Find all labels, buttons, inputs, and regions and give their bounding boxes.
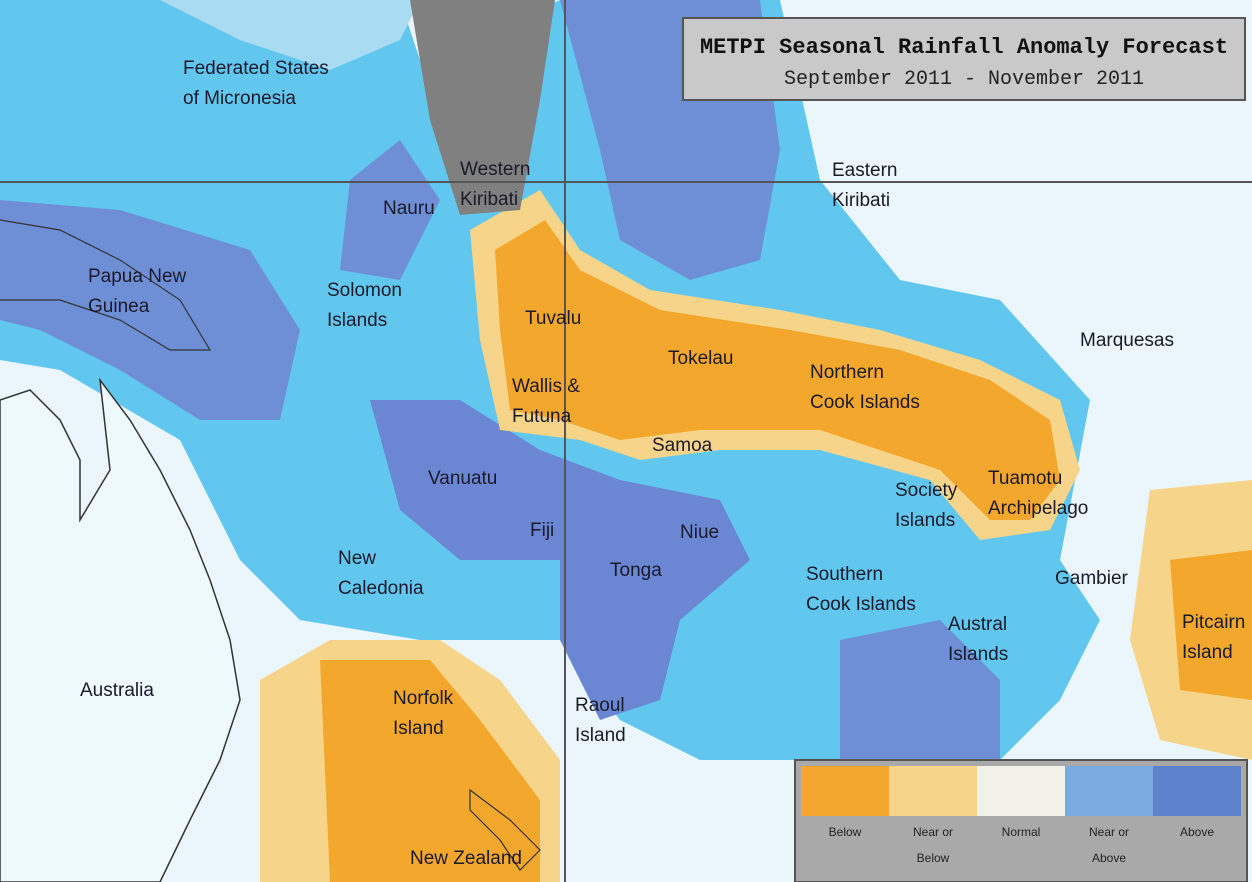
place-label: Tuvalu [525,308,581,329]
legend-label: Normal [1002,825,1041,839]
masked-area [410,0,555,215]
place-label: Vanuatu [428,468,497,489]
place-label: Norfolk [393,688,454,709]
place-label: Marquesas [1080,330,1174,351]
place-label: Society [895,480,958,501]
place-label: Wallis & [512,376,580,397]
place-label: Tuamotu [988,468,1062,489]
place-label: Pitcairn [1182,612,1245,633]
below-zone [495,220,1060,520]
place-label: Western [460,159,530,180]
place-label: Kiribati [460,189,518,210]
below-zone [320,660,540,882]
legend-swatch [977,766,1065,816]
png-coast [0,219,212,351]
place-label: Solomon [327,280,402,301]
above-zone [840,620,1000,760]
place-label: Papua New [88,266,187,287]
above-zone [0,200,300,420]
legend-label: Above [1180,825,1214,839]
legend-swatch [1065,766,1153,816]
place-label: Cook Islands [810,392,920,413]
map-subtitle: September 2011 - November 2011 [784,68,1144,91]
place-label: New [338,548,376,569]
legend-label: Below [829,825,862,839]
place-labels: Federated States of Micronesia Nauru Wester… [80,58,1245,869]
place-label: Austral [948,614,1007,635]
legend-swatch [1153,766,1241,816]
place-label: Niue [680,522,719,543]
place-label: Nauru [383,198,435,219]
place-label: New Zealand [410,848,522,869]
place-label: Tonga [610,560,662,581]
place-label: Islands [895,510,955,531]
place-label: Northern [810,362,884,383]
place-label: Samoa [652,435,713,456]
place-label: Fiji [530,520,554,541]
legend-label: Below [917,851,950,865]
place-label: Australia [80,680,154,701]
place-label: Federated States [183,58,329,79]
place-label: Gambier [1055,568,1129,589]
legend-swatch [889,766,977,816]
legend: Below Near or Below Normal Near or Above Above [801,766,1241,865]
above-zone [340,140,440,280]
place-label: Island [1182,642,1233,663]
place-label: Eastern [832,160,897,181]
below-zone [1170,550,1252,700]
nz-coast [469,788,541,871]
place-label: Caledonia [338,578,424,599]
legend-label: Near or [913,825,953,839]
legend-label: Above [1092,851,1126,865]
place-label: Southern [806,564,883,585]
above-zone [370,400,750,720]
place-label: Island [393,718,444,739]
legend-swatch [801,766,889,816]
place-label: Tokelau [668,348,734,369]
place-label: Futuna [512,406,572,427]
place-label: Archipelago [988,498,1088,519]
place-label: Island [575,725,626,746]
title-box [682,17,1246,101]
place-label: Guinea [88,296,150,317]
australia-land [0,377,241,882]
place-label: Cook Islands [806,594,916,615]
place-label: of Micronesia [183,88,296,109]
place-label: Raoul [575,695,625,716]
map-title: METPI Seasonal Rainfall Anomaly Forecast [700,35,1228,60]
light-zone [0,0,420,70]
place-label: Kiribati [832,190,890,211]
place-label: Islands [948,644,1008,665]
legend-label: Near or [1089,825,1129,839]
place-label: Islands [327,310,387,331]
